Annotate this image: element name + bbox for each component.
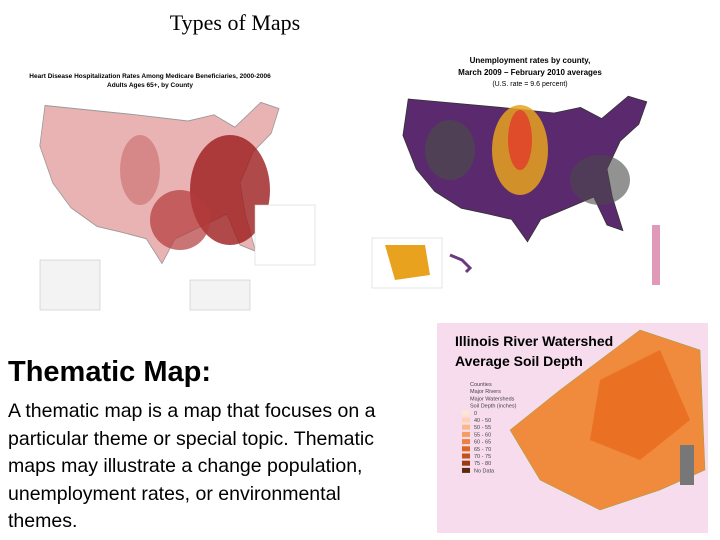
legend-swatch [462,410,470,416]
body-line: unemployment rates, or environmental [8,482,341,505]
body-line: themes. [8,510,78,532]
heart-disease-map: Heart Disease Hospitalization Rates Amon… [29,73,316,311]
legend-label: No Data [474,468,495,474]
slide-title: Types of Maps [169,10,301,35]
legend-swatch [462,460,470,466]
unemployment-map: Unemployment rates by county, March 2009… [371,56,660,289]
body-line: maps may illustrate a change population, [8,455,363,477]
legend-label: 65 - 70 [474,447,491,453]
illinois-map: Illinois River Watershed Average Soil De… [437,323,708,533]
legend-label: 75 - 80 [474,461,491,467]
legend-label: 60 - 65 [474,440,491,446]
map-subtitle: Adults Ages 65+, by County [107,82,193,89]
legend-label: 70 - 75 [474,454,491,460]
legend-swatch [462,446,470,452]
legend-label: 50 - 55 [474,425,491,431]
body-line: A thematic map is a map that focuses on … [8,400,376,422]
body-line: particular theme or special topic. Thema… [8,427,374,450]
legend-swatch [462,439,470,445]
map-note: (U.S. rate = 9.6 percent) [492,81,567,88]
legend-label: Soil Depth (inches) [470,404,517,410]
legend-label: Major Rivers [470,389,501,395]
legend-label: 0 [474,411,477,417]
section-heading: Thematic Map: [8,356,212,388]
map-subtitle: Average Soil Depth [455,353,583,369]
legend-label: 40 - 50 [474,418,491,424]
legend-swatch [462,431,470,437]
section-body: A thematic map is a map that focuses on … [8,398,375,536]
map-title: Unemployment rates by county, [470,56,591,65]
legend-swatch [462,453,470,459]
legend-swatch [462,467,470,473]
map-title: Illinois River Watershed [455,333,613,349]
legend-label: Major Watersheds [470,396,515,402]
map-subtitle: March 2009 – February 2010 averages [458,68,602,77]
map-title: Heart Disease Hospitalization Rates Amon… [29,73,271,80]
legend-label: 55 - 60 [474,432,491,438]
legend-swatch [462,424,470,430]
legend-swatch [462,417,470,423]
legend-label: Counties [470,382,492,388]
